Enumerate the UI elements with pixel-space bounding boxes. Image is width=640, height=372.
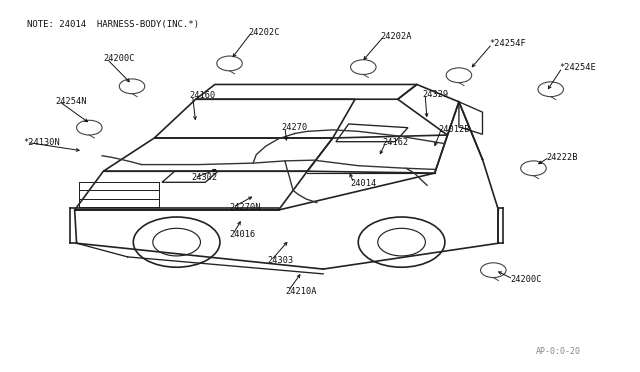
Text: *24130N: *24130N — [24, 138, 60, 147]
Text: 24270: 24270 — [282, 123, 308, 132]
Text: AP-0:0-20: AP-0:0-20 — [536, 347, 581, 356]
Text: *24254F: *24254F — [489, 39, 525, 48]
Text: 24270N: 24270N — [230, 203, 261, 212]
Text: 24016: 24016 — [230, 230, 256, 239]
Text: 24202A: 24202A — [381, 32, 412, 41]
Text: NOTE: 24014  HARNESS-BODY(INC.*): NOTE: 24014 HARNESS-BODY(INC.*) — [27, 20, 199, 29]
Text: 24202C: 24202C — [248, 28, 280, 37]
Text: 24302: 24302 — [191, 173, 218, 182]
Text: 24254N: 24254N — [56, 97, 87, 106]
Text: 24222B: 24222B — [546, 153, 578, 162]
Text: 24162: 24162 — [383, 138, 409, 147]
Text: 24200C: 24200C — [510, 275, 541, 283]
Text: 24303: 24303 — [268, 256, 294, 265]
Text: 24210A: 24210A — [285, 287, 316, 296]
Text: 24200C: 24200C — [103, 54, 135, 63]
Text: 24012B: 24012B — [438, 125, 469, 134]
Text: 24160: 24160 — [189, 91, 216, 100]
Text: 24014: 24014 — [351, 179, 377, 187]
Text: *24254E: *24254E — [559, 63, 596, 72]
Text: 24329: 24329 — [422, 90, 448, 99]
